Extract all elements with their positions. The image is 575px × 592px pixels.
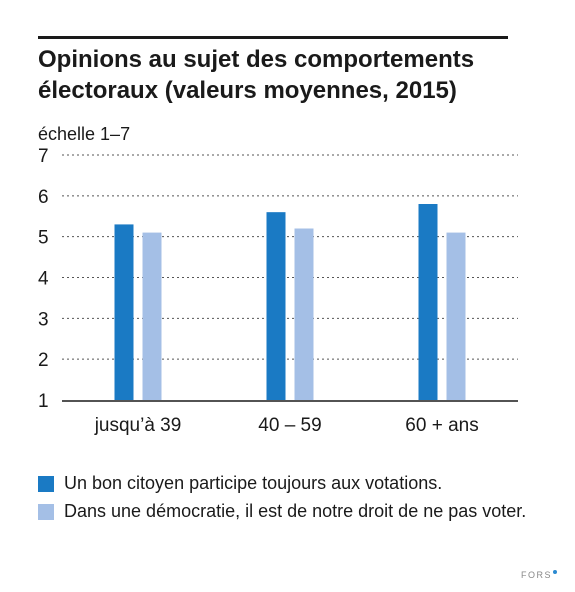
bar-series-2-category-1: [142, 232, 162, 400]
bar-series-1-category-1: [114, 224, 134, 400]
legend-swatch-series-1: [38, 476, 54, 492]
y-axis-label: échelle 1–7: [38, 124, 131, 144]
bar-series-1-category-3: [418, 204, 438, 400]
credit-text: FORS: [520, 570, 552, 580]
source-credit: FORS: [521, 570, 557, 580]
title-rule: [38, 36, 508, 39]
y-tick-label-3: 3: [38, 309, 49, 330]
y-tick-label-6: 6: [38, 187, 49, 208]
y-tick-label-1: 1: [38, 391, 49, 412]
x-tick-label-1: jusqu’à 39: [94, 415, 182, 436]
legend-swatch-series-2: [38, 504, 54, 520]
legend-item-series-2: Dans une démocratie, il est de notre dro…: [38, 498, 558, 524]
legend-label-series-2: Dans une démocratie, il est de notre dro…: [64, 501, 527, 521]
y-tick-label-5: 5: [38, 228, 49, 249]
y-tick-label-7: 7: [38, 146, 49, 167]
credit-dot-icon: [553, 570, 557, 574]
legend-item-series-1: Un bon citoyen participe toujours aux vo…: [38, 470, 558, 496]
y-tick-label-2: 2: [38, 350, 49, 371]
y-tick-label-4: 4: [38, 269, 49, 290]
chart-title: Opinions au sujet des comportements élec…: [38, 46, 475, 104]
bar-series-1-category-2: [266, 212, 286, 400]
bar-series-2-category-2: [294, 228, 314, 400]
bar-series-2-category-3: [446, 232, 466, 400]
legend-label-series-1: Un bon citoyen participe toujours aux vo…: [64, 473, 443, 493]
legend: Un bon citoyen participe toujours aux vo…: [38, 470, 558, 526]
bar-chart: 1 2 3 4 5 6 7 jusqu’à 39 40 – 59 60 + ans: [38, 146, 518, 436]
x-tick-label-2: 40 – 59: [258, 415, 321, 436]
x-tick-label-3: 60 + ans: [405, 415, 478, 436]
